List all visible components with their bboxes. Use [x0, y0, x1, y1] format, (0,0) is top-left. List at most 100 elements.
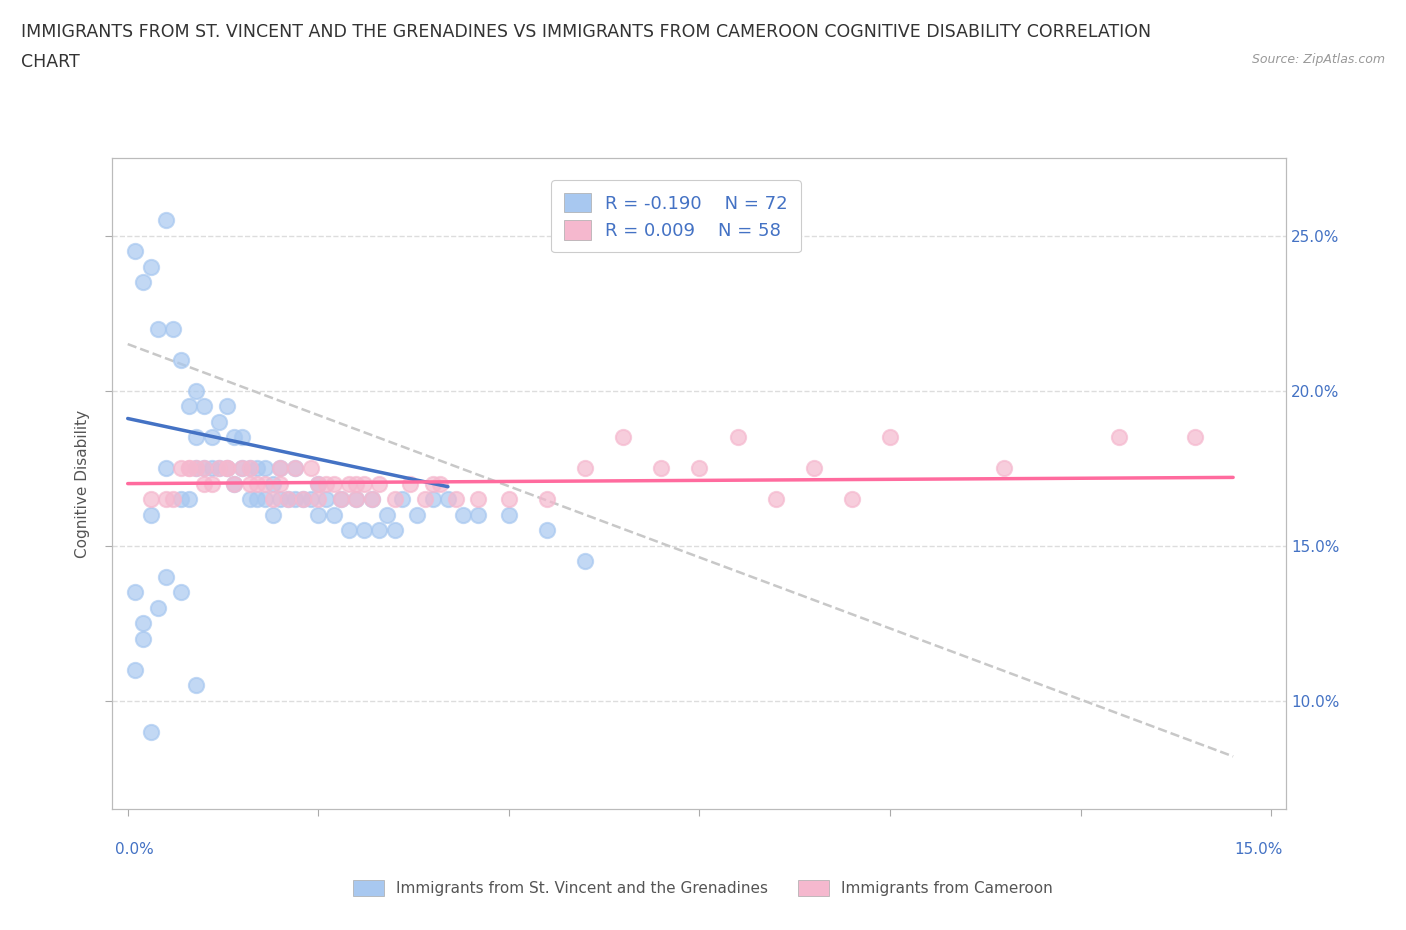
- Point: [162, 492, 184, 507]
- Point: [193, 460, 215, 475]
- Point: [574, 553, 596, 568]
- Text: 15.0%: 15.0%: [1234, 842, 1282, 857]
- Point: [224, 430, 246, 445]
- Point: [353, 523, 375, 538]
- Point: [269, 460, 291, 475]
- Point: [307, 476, 329, 491]
- Point: [208, 460, 231, 475]
- Point: [177, 399, 200, 414]
- Point: [148, 321, 170, 336]
- Point: [330, 492, 353, 507]
- Point: [322, 476, 344, 491]
- Point: [193, 476, 215, 491]
- Point: [1108, 430, 1130, 445]
- Point: [375, 507, 398, 522]
- Point: [253, 492, 276, 507]
- Point: [727, 430, 749, 445]
- Point: [215, 460, 238, 475]
- Point: [246, 476, 269, 491]
- Point: [284, 492, 307, 507]
- Point: [200, 430, 222, 445]
- Point: [451, 507, 474, 522]
- Point: [277, 492, 299, 507]
- Point: [155, 213, 177, 228]
- Point: [186, 678, 208, 693]
- Point: [193, 460, 215, 475]
- Text: Source: ZipAtlas.com: Source: ZipAtlas.com: [1251, 53, 1385, 66]
- Point: [429, 476, 451, 491]
- Point: [536, 492, 558, 507]
- Point: [346, 492, 368, 507]
- Point: [330, 492, 353, 507]
- Point: [292, 492, 315, 507]
- Point: [384, 523, 406, 538]
- Point: [246, 460, 269, 475]
- Point: [139, 492, 162, 507]
- Point: [307, 492, 329, 507]
- Point: [406, 507, 429, 522]
- Point: [193, 399, 215, 414]
- Point: [413, 492, 436, 507]
- Point: [132, 616, 155, 631]
- Point: [132, 631, 155, 646]
- Point: [688, 460, 710, 475]
- Point: [246, 492, 269, 507]
- Point: [224, 476, 246, 491]
- Point: [139, 724, 162, 739]
- Point: [765, 492, 787, 507]
- Point: [186, 460, 208, 475]
- Point: [574, 460, 596, 475]
- Point: [337, 523, 360, 538]
- Point: [231, 460, 253, 475]
- Point: [384, 492, 406, 507]
- Point: [307, 476, 329, 491]
- Point: [200, 460, 222, 475]
- Point: [262, 492, 284, 507]
- Point: [124, 585, 146, 600]
- Point: [292, 492, 315, 507]
- Text: IMMIGRANTS FROM ST. VINCENT AND THE GRENADINES VS IMMIGRANTS FROM CAMEROON COGNI: IMMIGRANTS FROM ST. VINCENT AND THE GREN…: [21, 23, 1152, 41]
- Point: [360, 492, 382, 507]
- Point: [239, 492, 262, 507]
- Text: CHART: CHART: [21, 53, 80, 71]
- Point: [269, 492, 291, 507]
- Point: [269, 460, 291, 475]
- Point: [239, 460, 262, 475]
- Point: [536, 523, 558, 538]
- Point: [132, 274, 155, 289]
- Point: [215, 460, 238, 475]
- Legend: Immigrants from St. Vincent and the Grenadines, Immigrants from Cameroon: Immigrants from St. Vincent and the Gren…: [346, 872, 1060, 904]
- Point: [346, 476, 368, 491]
- Point: [650, 460, 672, 475]
- Point: [215, 460, 238, 475]
- Point: [879, 430, 901, 445]
- Point: [186, 383, 208, 398]
- Point: [215, 399, 238, 414]
- Point: [277, 492, 299, 507]
- Point: [208, 460, 231, 475]
- Point: [498, 507, 520, 522]
- Point: [170, 352, 193, 367]
- Point: [284, 460, 307, 475]
- Point: [337, 476, 360, 491]
- Point: [239, 460, 262, 475]
- Point: [231, 430, 253, 445]
- Point: [368, 476, 391, 491]
- Point: [139, 507, 162, 522]
- Point: [124, 244, 146, 259]
- Point: [177, 460, 200, 475]
- Point: [315, 476, 337, 491]
- Point: [360, 492, 382, 507]
- Point: [262, 507, 284, 522]
- Point: [315, 492, 337, 507]
- Point: [155, 492, 177, 507]
- Point: [284, 460, 307, 475]
- Point: [200, 476, 222, 491]
- Point: [299, 492, 322, 507]
- Point: [612, 430, 634, 445]
- Point: [437, 492, 460, 507]
- Legend: R = -0.190    N = 72, R = 0.009    N = 58: R = -0.190 N = 72, R = 0.009 N = 58: [551, 180, 801, 252]
- Point: [269, 476, 291, 491]
- Point: [231, 460, 253, 475]
- Point: [186, 430, 208, 445]
